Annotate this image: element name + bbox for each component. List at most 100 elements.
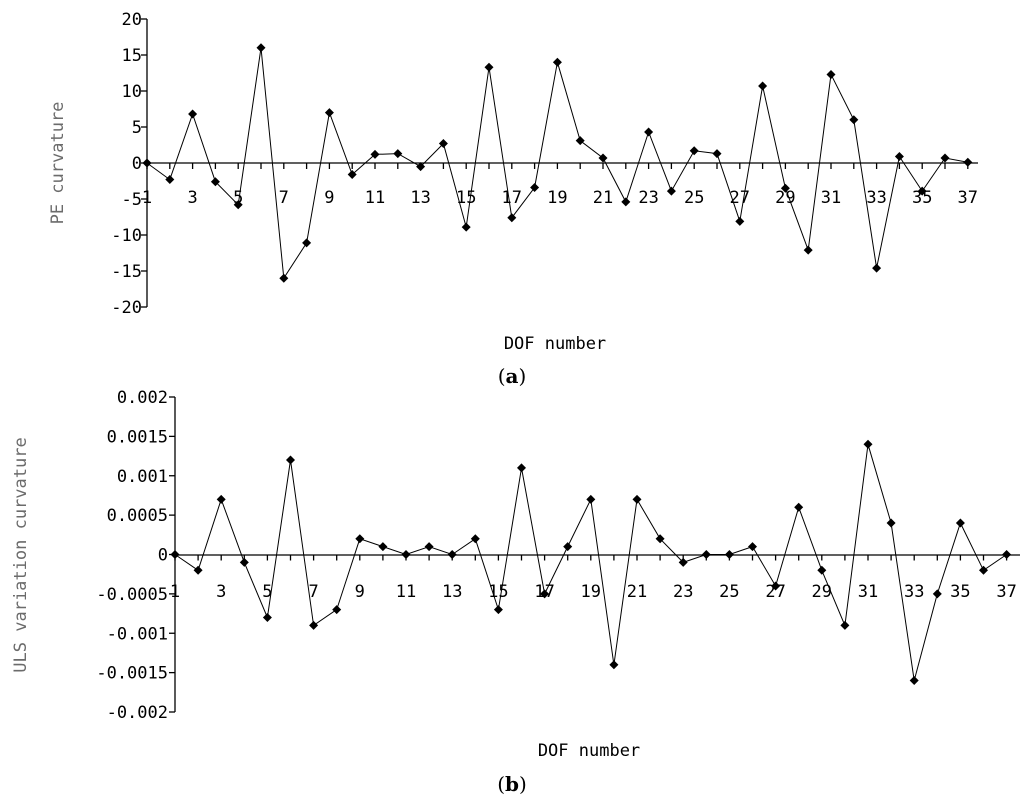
chart-a-data-point — [621, 197, 631, 207]
chart-b-data-point — [262, 613, 272, 622]
chart-b-x-tick-label: 35 — [950, 582, 970, 602]
chart-b-x-tick-label: 11 — [396, 582, 416, 602]
chart-b-data-point — [286, 455, 295, 465]
chart-a-data-point — [712, 149, 722, 159]
chart-a-data-point — [233, 200, 243, 210]
chart-a-data-point — [758, 81, 768, 91]
chart-b-x-tick-label: 31 — [858, 582, 878, 602]
chart-a-data-point — [393, 149, 403, 159]
chart-a-y-tick-label: -10 — [111, 226, 142, 246]
chart-a-x-tick-label: 21 — [593, 188, 613, 208]
chart-a-x-tick-label: 31 — [821, 188, 841, 208]
chart-a-data-point — [165, 175, 175, 185]
chart-a-data-point — [210, 177, 220, 187]
chart-b-data-point — [216, 494, 226, 504]
chart-b-data-point — [609, 660, 619, 670]
chart-a-panel-label: (a) — [498, 364, 527, 388]
chart-a-x-tick-label: 25 — [684, 188, 704, 208]
chart-b-data-point — [470, 534, 480, 544]
chart-b-data-point — [909, 676, 919, 685]
chart-b-data-point — [794, 502, 804, 512]
chart-b-y-tick-label: 0.002 — [117, 388, 168, 408]
chart-a-data-point — [507, 213, 517, 223]
chart-b-data-point — [748, 542, 757, 552]
chart-b-data-point — [355, 534, 365, 544]
chart-a-data-point — [689, 146, 699, 156]
chart-a-data-point — [666, 186, 676, 196]
chart-a-data-point — [347, 170, 357, 180]
chart-a-x-tick-label: 9 — [324, 188, 334, 208]
chart-a-x-tick-label: 15 — [456, 188, 476, 208]
chart-a-y-tick-label: -20 — [111, 298, 142, 318]
chart-a-data-point — [142, 158, 152, 168]
chart-b-data-point — [447, 550, 457, 559]
chart-b-data-point — [517, 463, 526, 473]
chart-a-markers — [142, 43, 973, 283]
chart-b-data-point — [378, 542, 388, 552]
chart-b-x-tick-label: 3 — [216, 582, 226, 602]
chart-a-x-tick-label: 3 — [187, 188, 197, 208]
chart-b-x-tick-label: 19 — [581, 582, 601, 602]
chart-b-x-tick-label: 15 — [488, 582, 508, 602]
chart-a-data-point — [279, 273, 289, 283]
chart-b-data-point — [540, 589, 550, 599]
chart-a-y-tick-label: 10 — [122, 82, 142, 102]
chart-a-y-tick-label: 20 — [122, 10, 142, 30]
chart-b-y-tick-label: 0.0015 — [107, 427, 168, 447]
chart-a-data-point — [963, 157, 973, 167]
chart-a-data-point — [644, 127, 654, 137]
chart-b-y-tick-label: -0.0015 — [96, 664, 168, 684]
chart-a-y-tick-label: -5 — [122, 190, 142, 210]
chart-a-data-point — [598, 153, 608, 163]
chart-b-data-point — [840, 620, 850, 630]
chart-a-y-axis-title: PE curvature — [48, 102, 68, 225]
chart-b-y-tick-label: 0.0005 — [107, 506, 168, 526]
chart-a-x-tick-label: 5 — [233, 188, 243, 208]
chart-a-x-tick-label: 27 — [730, 188, 750, 208]
chart-b-data-point — [493, 605, 503, 615]
chart-a-data-point — [552, 57, 562, 67]
chart-a-x-tick-label: 23 — [638, 188, 658, 208]
chart-a-data-point — [302, 238, 312, 248]
chart-b-data-point — [655, 534, 665, 544]
chart-b-x-tick-label: 37 — [996, 582, 1016, 602]
chart-b-data-point — [239, 557, 249, 567]
chart-b-data-point — [678, 557, 688, 567]
chart-a-data-point — [917, 186, 927, 196]
chart-b-x-tick-label: 21 — [627, 582, 647, 602]
chart-a-data-point — [780, 183, 790, 193]
chart-a-y-tick-label: -15 — [111, 262, 142, 282]
chart-a-data-point — [416, 162, 426, 172]
chart-a-data-point — [894, 152, 904, 162]
chart-b-panel-label: (b) — [497, 772, 527, 796]
chart-a-data-point — [188, 109, 198, 119]
chart-b-x-tick-label: 27 — [765, 582, 785, 602]
chart-b-data-point — [1002, 550, 1012, 559]
chart-b-y-tick-label: 0.001 — [117, 467, 168, 487]
chart-a-x-tick-label: 33 — [866, 188, 886, 208]
chart-b-data-point — [586, 494, 596, 504]
chart-b-data-point — [170, 550, 180, 559]
chart-b-data-point — [424, 542, 434, 552]
chart-b-y-ticks: 0.002 0.0015 0.001 0.0005 0 -0.0005 -0.001 -0.0… — [96, 388, 175, 723]
chart-b-data-point — [932, 589, 942, 599]
chart-a-data-point — [735, 216, 745, 226]
chart-b-data-point — [193, 565, 203, 575]
chart-b: 0.002 0.0015 0.001 0.0005 0 -0.0005 -0.001 -0.0… — [11, 388, 1020, 796]
chart-b-y-tick-label: 0 — [158, 546, 168, 566]
chart-a-data-point — [826, 69, 836, 79]
chart-a-data-point — [438, 139, 448, 149]
chart-b-x-tick-label: 33 — [904, 582, 924, 602]
chart-b-x-tick-label: 23 — [673, 582, 693, 602]
chart-a-x-tick-label: 11 — [365, 188, 385, 208]
chart-a-y-ticks: 20 15 10 5 0 -5 -10 -15 -20 — [111, 10, 147, 318]
chart-b-data-point — [401, 550, 411, 559]
chart-b-data-point — [332, 605, 342, 615]
chart-a-x-tick-label: 17 — [502, 188, 522, 208]
chart-a-x-tick-label: 13 — [410, 188, 430, 208]
chart-a-data-point — [484, 62, 494, 72]
chart-a-data-point — [803, 245, 813, 255]
